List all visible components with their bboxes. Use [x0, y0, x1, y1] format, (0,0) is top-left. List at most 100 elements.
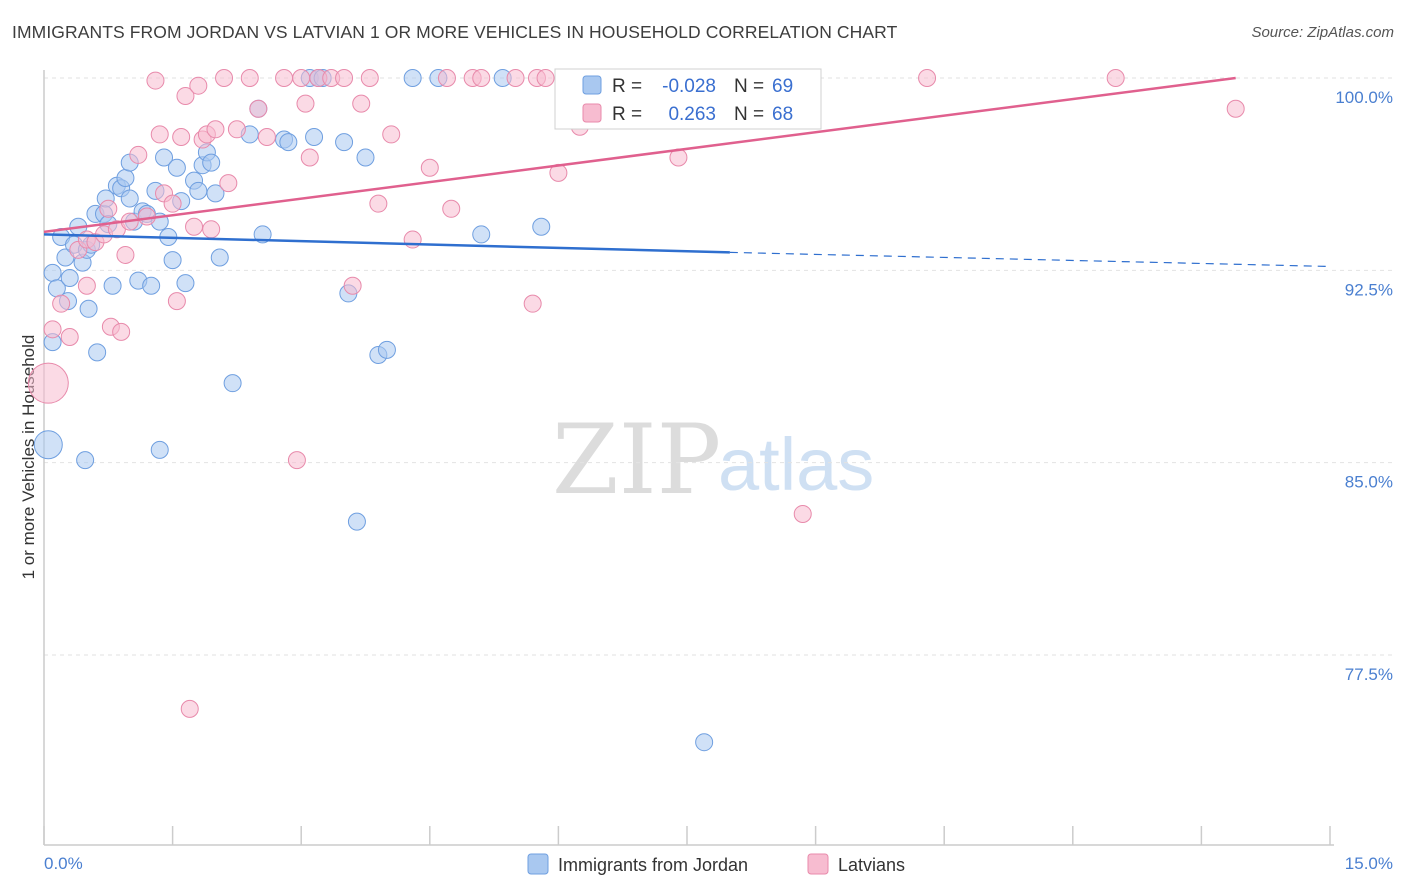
point-latvian-36[interactable] — [257, 127, 276, 146]
point-jordan-37[interactable] — [167, 158, 186, 177]
point-jordan-12[interactable] — [76, 451, 95, 470]
y-tick-label-1: 92.5% — [1345, 280, 1393, 299]
point-latvian-12[interactable] — [112, 322, 131, 341]
point-jordan-39[interactable] — [176, 274, 195, 293]
point-latvian-30[interactable] — [206, 120, 225, 139]
point-latvian-40[interactable] — [296, 94, 315, 113]
point-jordan-65[interactable] — [472, 225, 491, 244]
point-latvian-53[interactable] — [442, 199, 461, 218]
stats-n-label-jordan: N = — [734, 76, 764, 97]
point-latvian-33[interactable] — [227, 120, 246, 139]
point-jordan-36[interactable] — [163, 251, 182, 270]
point-latvian-9[interactable] — [99, 199, 118, 218]
legend-swatch-latvian — [807, 853, 829, 875]
point-latvian-65[interactable] — [918, 69, 937, 87]
point-jordan-68[interactable] — [695, 733, 714, 752]
point-latvian-64[interactable] — [793, 504, 812, 523]
point-jordan-34[interactable] — [155, 148, 174, 167]
point-latvian-38[interactable] — [287, 451, 306, 470]
point-latvian-41[interactable] — [300, 148, 319, 167]
point-latvian-15[interactable] — [129, 145, 148, 164]
point-latvian-31[interactable] — [215, 69, 234, 87]
point-latvian-20[interactable] — [163, 194, 182, 213]
point-jordan-2[interactable] — [43, 263, 62, 282]
point-latvian-45[interactable] — [343, 276, 362, 295]
legend-swatch-jordan — [527, 853, 549, 875]
point-latvian-57[interactable] — [523, 294, 542, 313]
point-latvian-25[interactable] — [185, 217, 204, 236]
point-jordan-62[interactable] — [377, 340, 396, 359]
point-latvian-24[interactable] — [180, 699, 199, 718]
point-latvian-0[interactable] — [27, 362, 69, 404]
point-jordan-60[interactable] — [356, 148, 375, 167]
bottom-legend: Immigrants from Jordan Latvians — [527, 853, 905, 875]
point-jordan-47[interactable] — [223, 374, 242, 393]
point-latvian-2[interactable] — [52, 294, 71, 313]
point-latvian-52[interactable] — [437, 69, 456, 87]
point-latvian-17[interactable] — [146, 71, 165, 90]
point-jordan-67[interactable] — [532, 217, 551, 236]
point-jordan-24[interactable] — [120, 189, 139, 208]
point-latvian-22[interactable] — [172, 127, 191, 146]
watermark-atlas: atlas — [718, 423, 874, 506]
point-latvian-51[interactable] — [420, 158, 439, 177]
point-jordan-23[interactable] — [116, 169, 135, 188]
trend-line-latvian — [43, 76, 1236, 234]
point-latvian-23[interactable] — [176, 86, 195, 105]
point-jordan-0[interactable] — [33, 430, 63, 460]
point-jordan-20[interactable] — [103, 276, 122, 295]
trend-line-jordan — [43, 233, 730, 254]
point-latvian-21[interactable] — [167, 292, 186, 311]
point-jordan-13[interactable] — [79, 299, 98, 318]
point-jordan-46[interactable] — [210, 248, 229, 267]
point-jordan-16[interactable] — [88, 343, 107, 362]
point-jordan-57[interactable] — [335, 133, 354, 152]
point-latvian-56[interactable] — [506, 69, 525, 87]
point-latvian-1[interactable] — [43, 320, 62, 339]
point-latvian-37[interactable] — [275, 69, 294, 87]
legend-item-jordan[interactable]: Immigrants from Jordan — [527, 853, 748, 875]
point-latvian-49[interactable] — [382, 125, 401, 144]
point-jordan-52[interactable] — [279, 133, 298, 152]
point-latvian-50[interactable] — [403, 230, 422, 249]
point-jordan-41[interactable] — [189, 181, 208, 200]
point-latvian-18[interactable] — [150, 125, 169, 144]
point-latvian-47[interactable] — [360, 69, 379, 87]
point-jordan-33[interactable] — [150, 440, 169, 459]
trend-lines — [43, 76, 1331, 268]
point-latvian-34[interactable] — [240, 69, 259, 87]
point-latvian-6[interactable] — [77, 276, 96, 295]
stats-n-value-latvian: 68 — [772, 104, 793, 125]
point-jordan-7[interactable] — [60, 269, 79, 288]
point-jordan-50[interactable] — [253, 225, 272, 244]
point-jordan-30[interactable] — [142, 276, 161, 295]
point-latvian-66[interactable] — [1106, 69, 1125, 87]
point-jordan-45[interactable] — [206, 184, 225, 203]
point-latvian-26[interactable] — [189, 76, 208, 95]
point-latvian-67[interactable] — [1226, 99, 1245, 118]
point-jordan-59[interactable] — [347, 512, 366, 531]
point-latvian-13[interactable] — [116, 245, 135, 264]
point-jordan-63[interactable] — [403, 69, 422, 87]
point-latvian-29[interactable] — [202, 220, 221, 239]
point-latvian-59[interactable] — [536, 69, 555, 87]
watermark: ZIP atlas — [552, 404, 874, 516]
point-latvian-44[interactable] — [335, 69, 354, 87]
point-jordan-54[interactable] — [305, 127, 324, 146]
point-latvian-35[interactable] — [249, 99, 268, 118]
point-latvian-39[interactable] — [292, 69, 311, 87]
point-latvian-55[interactable] — [472, 69, 491, 87]
chart-source[interactable]: Source: ZipAtlas.com — [1251, 24, 1394, 41]
point-jordan-44[interactable] — [202, 153, 221, 172]
point-latvian-3[interactable] — [60, 328, 79, 347]
chart-title: IMMIGRANTS FROM JORDAN VS LATVIAN 1 OR M… — [12, 22, 898, 42]
stats-r-label-latvian: R = — [612, 104, 642, 125]
point-latvian-48[interactable] — [369, 194, 388, 213]
point-latvian-46[interactable] — [352, 94, 371, 113]
point-latvian-16[interactable] — [137, 207, 156, 226]
point-latvian-32[interactable] — [219, 174, 238, 193]
stats-n-value-jordan: 69 — [772, 76, 793, 97]
stats-r-value-jordan: -0.028 — [662, 76, 716, 97]
stats-swatch-latvian — [582, 103, 602, 123]
legend-item-latvian[interactable]: Latvians — [807, 853, 905, 875]
